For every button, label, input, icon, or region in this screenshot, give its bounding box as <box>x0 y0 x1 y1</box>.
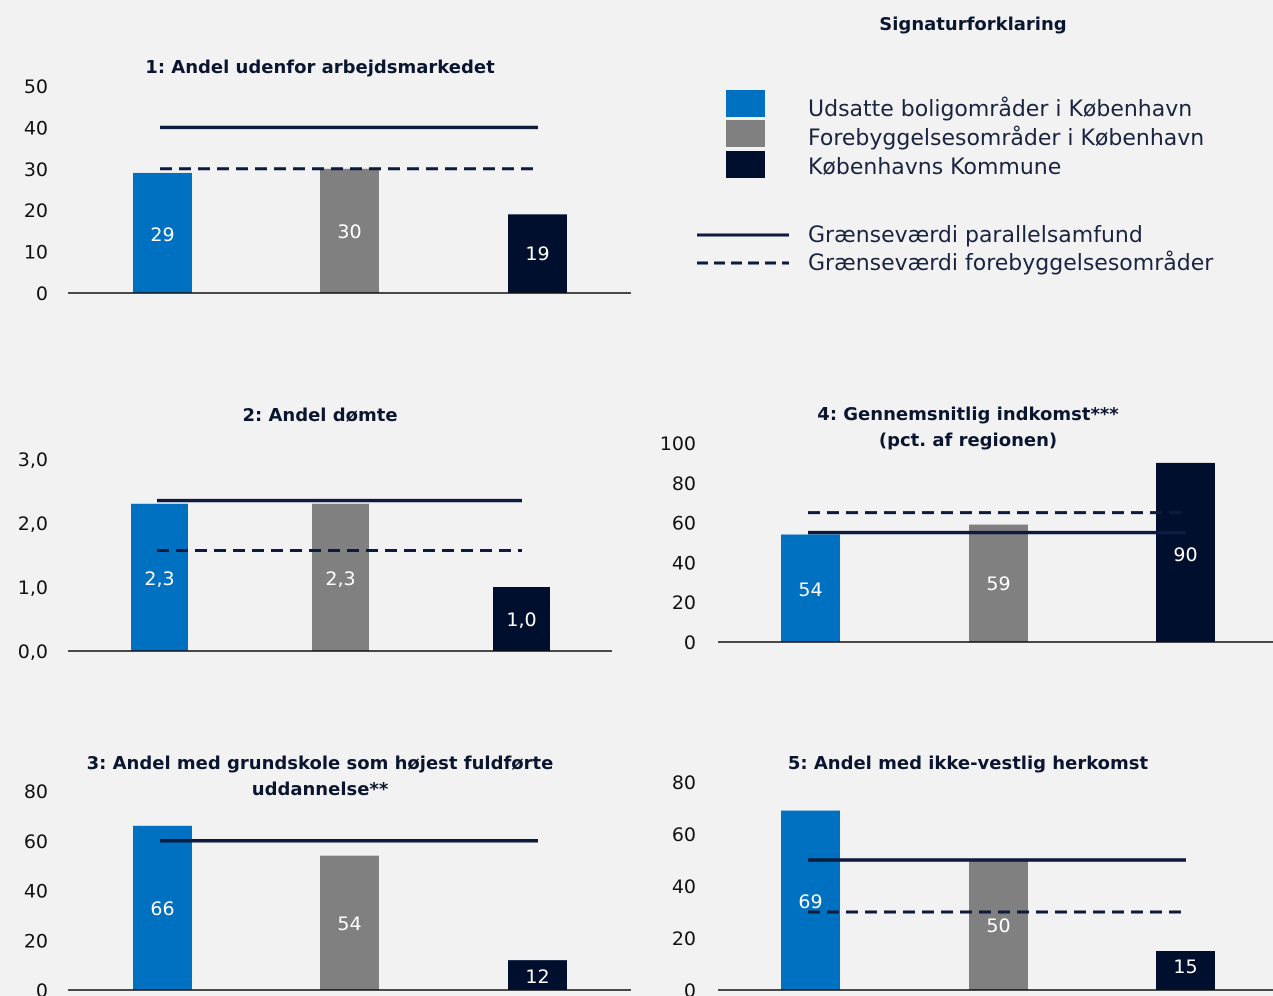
legend-swatch <box>726 151 765 178</box>
bar <box>969 860 1028 990</box>
y-tick-label: 40 <box>672 552 696 574</box>
legend-swatch <box>726 120 765 147</box>
chart-title: uddannelse** <box>252 779 389 800</box>
y-tick-label: 100 <box>660 433 696 455</box>
y-tick-label: 2,0 <box>18 513 48 535</box>
chart-title: (pct. af regionen) <box>879 430 1057 451</box>
y-tick-label: 80 <box>672 473 696 495</box>
y-tick-label: 1,0 <box>18 577 48 599</box>
data-label: 19 <box>525 243 549 265</box>
y-tick-label: 10 <box>24 242 48 264</box>
y-tick-label: 30 <box>24 159 48 181</box>
chart-1: 1: Andel udenfor arbejdsmarkedet 0 10 20 30 4… <box>24 57 631 305</box>
bar <box>781 534 840 642</box>
chart-title: 1: Andel udenfor arbejdsmarkedet <box>145 57 495 78</box>
bar <box>312 503 369 651</box>
legend-label: Københavns Kommune <box>808 155 1061 180</box>
y-tick-label: 80 <box>24 781 48 803</box>
data-label: 69 <box>798 891 822 913</box>
bar <box>508 214 567 293</box>
bar <box>320 168 379 293</box>
bar <box>781 810 840 990</box>
bar <box>508 960 567 990</box>
legend: Signaturforklaring Udsatte boligområder i… <box>697 14 1214 276</box>
data-label: 54 <box>337 913 361 935</box>
bar <box>131 503 188 651</box>
bar <box>969 524 1028 642</box>
bar <box>1156 462 1215 642</box>
chart-title: 3: Andel med grundskole som højest fuldf… <box>87 753 554 774</box>
chart-5: 5: Andel med ikke-vestlig herkomst 0 20 40 6… <box>672 753 1273 996</box>
chart-4: 4: Gennemsnitlig indkomst*** (pct. af reg… <box>660 404 1273 654</box>
bar <box>1156 951 1215 990</box>
legend-label: Udsatte boligområder i København <box>808 96 1192 122</box>
data-label: 30 <box>337 221 361 243</box>
y-tick-label: 40 <box>24 881 48 903</box>
chart-title: 5: Andel med ikke-vestlig herkomst <box>788 753 1149 774</box>
data-label: 50 <box>986 915 1010 937</box>
y-tick-label: 0 <box>684 632 696 654</box>
bar <box>320 855 379 990</box>
y-tick-label: 3,0 <box>18 449 48 471</box>
y-tick-label: 60 <box>672 513 696 535</box>
chart-title: 2: Andel dømte <box>242 405 397 426</box>
data-label: 15 <box>1173 956 1197 978</box>
data-label: 59 <box>986 573 1010 595</box>
y-tick-label: 50 <box>24 76 48 98</box>
y-tick-label: 0 <box>684 980 696 996</box>
bar <box>133 825 192 990</box>
y-tick-label: 40 <box>672 876 696 898</box>
legend-label: Grænseværdi parallelsamfund <box>808 223 1143 248</box>
bar <box>133 172 192 293</box>
y-tick-label: 20 <box>672 592 696 614</box>
data-label: 1,0 <box>506 609 536 631</box>
y-tick-label: 0 <box>36 283 48 305</box>
chart-title: 4: Gennemsnitlig indkomst*** <box>817 404 1119 425</box>
data-label: 12 <box>525 966 549 988</box>
y-tick-label: 0 <box>36 980 48 996</box>
chart-3: 3: Andel med grundskole som højest fuldf… <box>24 753 631 996</box>
legend-label: Grænseværdi forebyggelsesområder <box>808 250 1214 276</box>
legend-swatch <box>726 90 765 117</box>
data-label: 66 <box>150 898 174 920</box>
y-tick-label: 20 <box>672 928 696 950</box>
y-tick-label: 20 <box>24 200 48 222</box>
y-tick-label: 60 <box>672 824 696 846</box>
y-tick-label: 80 <box>672 772 696 794</box>
y-tick-label: 40 <box>24 117 48 139</box>
legend-title: Signaturforklaring <box>879 14 1066 35</box>
chart-2: 2: Andel dømte 0,0 1,0 2,0 3,0 2,3 2,3 1,0 <box>18 405 612 663</box>
data-label: 2,3 <box>144 568 174 590</box>
data-label: 54 <box>798 579 822 601</box>
legend-label: Forebyggelsesområder i København <box>808 125 1204 151</box>
y-tick-label: 20 <box>24 930 48 952</box>
data-label: 90 <box>1173 544 1197 566</box>
data-label: 2,3 <box>325 568 355 590</box>
y-tick-label: 0,0 <box>18 641 48 663</box>
bar <box>493 587 550 651</box>
data-label: 29 <box>150 224 174 246</box>
y-tick-label: 60 <box>24 831 48 853</box>
